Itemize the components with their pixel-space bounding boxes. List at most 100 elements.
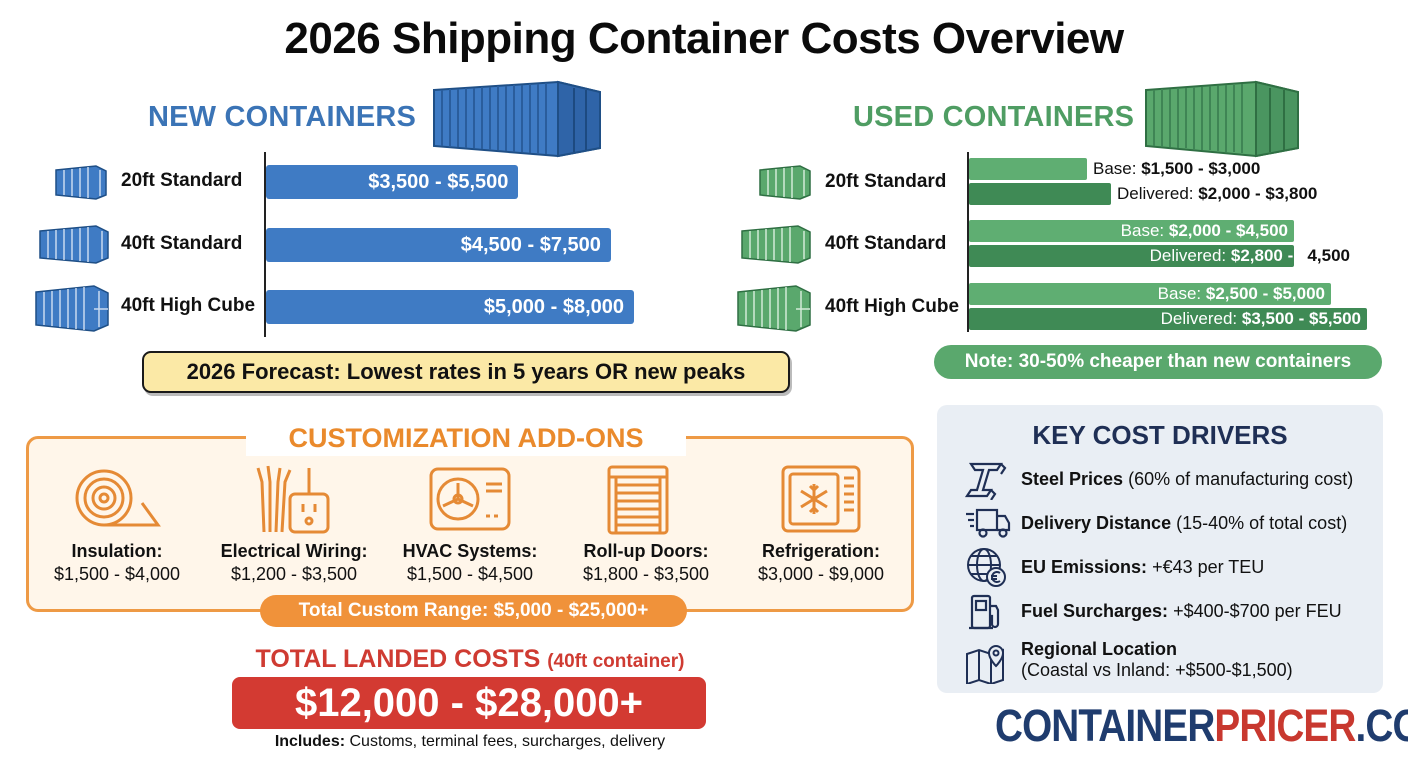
- landed-heading-text: TOTAL LANDED COSTS: [255, 645, 541, 673]
- forecast-banner: 2026 Forecast: Lowest rates in 5 years O…: [142, 351, 790, 393]
- used-base-label: Base: $1,500 - $3,000: [1093, 158, 1260, 180]
- driver-detail: +€43 per TEU: [1152, 557, 1265, 577]
- used-chart-axis: [967, 152, 969, 332]
- used-containers-heading: USED CONTAINERS: [853, 101, 1135, 133]
- includes-label: Includes:: [274, 733, 346, 750]
- brand-logo: CONTAINERPRICER.COM: [994, 700, 1408, 752]
- used-delivered-bar: [969, 245, 1294, 267]
- addon-price: $1,800 - $3,500: [582, 564, 710, 584]
- used-label-prefix: Delivered:: [1160, 309, 1238, 328]
- used-delivered-label: Delivered: $2,000 - $3,800: [1117, 183, 1317, 205]
- new-price-label: $4,500 - $7,500: [460, 234, 601, 256]
- cost-drivers-panel: [937, 405, 1383, 693]
- new-price-bar: [266, 228, 611, 262]
- driver-regional: Regional Location (Coastal vs Inland: +$5…: [1021, 639, 1293, 681]
- used-base-bar: [969, 158, 1087, 180]
- roll-up-door-icon: [607, 465, 669, 535]
- addon-name: HVAC Systems:: [402, 541, 538, 561]
- addon-price: $1,500 - $4,500: [406, 564, 534, 584]
- driver-detail: (15-40% of total cost): [1176, 513, 1348, 533]
- landed-costs-heading: TOTAL LANDED COSTS (40ft container): [150, 645, 790, 674]
- used-label-prefix: Base:: [1120, 221, 1165, 240]
- used-delivered-bar: [969, 308, 1367, 330]
- delivery-truck-icon: [966, 508, 1011, 538]
- refrigeration-icon: [781, 465, 861, 533]
- landed-costs-value: $12,000 - $28,000+: [232, 677, 706, 729]
- used-container-high-cube-icon: [737, 285, 811, 332]
- used-base-label: Base: $2,000 - $4,500: [1121, 220, 1288, 242]
- brand-part-3: .COM: [1355, 700, 1408, 751]
- container-20ft-icon: [55, 165, 107, 200]
- new-category-label: 40ft Standard: [121, 233, 243, 254]
- page-title: 2026 Shipping Container Costs Overview: [284, 14, 1124, 63]
- driver-delivery: Delivery Distance (15-40% of total cost): [1021, 513, 1347, 534]
- driver-detail: +$400-$700 per FEU: [1173, 601, 1342, 621]
- new-price-label: $3,500 - $5,500: [368, 171, 509, 193]
- driver-detail: (Coastal vs Inland: +$500-$1,500): [1021, 660, 1293, 680]
- driver-title: Fuel Surcharges:: [1021, 601, 1169, 621]
- used-base-label: Base: $2,500 - $5,000: [1158, 283, 1325, 305]
- new-chart-axis: [264, 152, 266, 337]
- new-price-bar: [266, 290, 634, 324]
- container-40ft-icon: [39, 225, 109, 264]
- landed-heading-note: (40ft container): [547, 651, 685, 672]
- custom-total-badge: Total Custom Range: $5,000 - $25,000+: [260, 595, 687, 627]
- insulation-roll-icon: [75, 469, 161, 527]
- used-label-value: $2,500 - $5,000: [1205, 284, 1325, 303]
- new-category-label: 20ft Standard: [121, 170, 243, 191]
- used-label-value: $2,000 - $3,800: [1198, 184, 1318, 203]
- driver-title: Delivery Distance: [1021, 513, 1172, 533]
- used-label-prefix: Delivered:: [1149, 246, 1227, 265]
- used-container-40ft-icon: [741, 225, 811, 264]
- new-price-label: $5,000 - $8,000: [483, 296, 624, 318]
- addon-name: Roll-up Doors:: [583, 541, 709, 561]
- brand-part-1: CONTAINER: [994, 700, 1215, 751]
- electrical-outlet-icon: [256, 465, 330, 534]
- addon-name: Insulation:: [71, 541, 163, 561]
- used-savings-note: Note: 30-50% cheaper than new containers: [934, 345, 1382, 379]
- driver-emissions: EU Emissions: +€43 per TEU: [1021, 557, 1264, 578]
- addon-price: $1,200 - $3,500: [230, 564, 358, 584]
- used-category-label: 40ft Standard: [825, 233, 947, 254]
- landed-includes: Includes: Customs, terminal fees, surcha…: [150, 733, 790, 751]
- brand-part-2: PRICER: [1214, 700, 1356, 751]
- driver-detail: (60% of manufacturing cost): [1128, 469, 1354, 489]
- used-label-value: $3,500 - $5,500: [1241, 309, 1361, 328]
- driver-steel: Steel Prices (60% of manufacturing cost): [1021, 469, 1353, 490]
- container-high-cube-icon: [35, 285, 109, 332]
- addon-name: Refrigeration:: [761, 541, 880, 561]
- used-label-value: $2,000 - $4,500: [1168, 221, 1288, 240]
- driver-title: Steel Prices: [1021, 469, 1124, 489]
- map-pin-icon: [966, 644, 1005, 684]
- used-delivered-label: Delivered: $2,800 - $4,500: [1150, 245, 1350, 267]
- used-container-20ft-icon: [759, 165, 811, 200]
- new-container-illustration: [433, 80, 601, 158]
- used-container-illustration: [1145, 80, 1299, 158]
- used-delivered-bar: [969, 183, 1111, 205]
- steel-beam-icon: [965, 462, 1007, 500]
- driver-title: EU Emissions:: [1021, 557, 1148, 577]
- used-base-bar: [969, 220, 1294, 242]
- used-category-label: 20ft Standard: [825, 171, 947, 192]
- includes-text: Customs, terminal fees, surcharges, deli…: [349, 733, 666, 750]
- globe-euro-icon: [967, 548, 1006, 587]
- used-label-value: $1,500 - $3,000: [1141, 159, 1261, 178]
- fuel-pump-icon: [969, 594, 1000, 630]
- new-category-label: 40ft High Cube: [121, 295, 256, 316]
- addon-price: $1,500 - $4,000: [53, 564, 181, 584]
- used-label-prefix: Base:: [1157, 284, 1202, 303]
- driver-title: Regional Location: [1021, 639, 1178, 659]
- cost-drivers-heading: KEY COST DRIVERS: [1032, 420, 1288, 450]
- customization-heading: CUSTOMIZATION ADD-ONS: [288, 423, 644, 453]
- new-containers-heading: NEW CONTAINERS: [148, 101, 417, 133]
- used-base-bar: [969, 283, 1331, 305]
- driver-fuel: Fuel Surcharges: +$400-$700 per FEU: [1021, 601, 1342, 622]
- used-delivered-label: Delivered: $3,500 - $5,500: [1161, 308, 1361, 330]
- addon-price: $3,000 - $9,000: [757, 564, 885, 584]
- used-category-label: 40ft High Cube: [825, 296, 960, 317]
- hvac-unit-icon: [429, 467, 511, 531]
- used-label-value: $2,800 - $4,500: [1230, 246, 1350, 265]
- new-price-bar: [266, 165, 519, 199]
- used-label-prefix: Base:: [1093, 159, 1137, 178]
- customization-heading-backdrop: [246, 422, 686, 456]
